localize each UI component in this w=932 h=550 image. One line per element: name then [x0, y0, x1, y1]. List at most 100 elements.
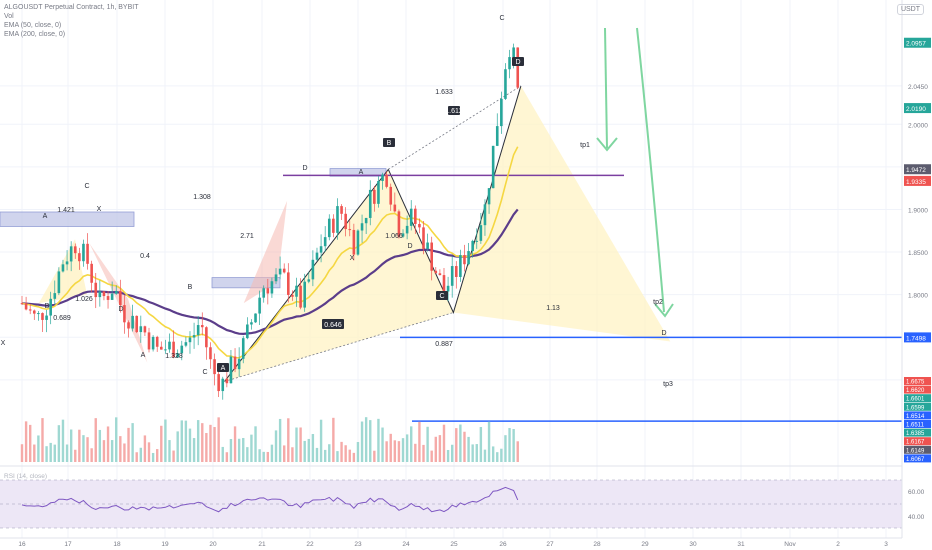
- candle-body: [168, 341, 171, 350]
- candle-body: [200, 325, 204, 328]
- candle-body: [356, 230, 360, 255]
- volume-bar: [250, 434, 253, 462]
- candle-body: [336, 206, 339, 233]
- volume-bar: [106, 426, 110, 462]
- candle-body: [487, 188, 491, 205]
- candle-body: [393, 204, 397, 212]
- volume-badge-label: 1.6601: [906, 397, 925, 403]
- price-badge-label: 1.7498: [906, 335, 926, 342]
- point-c-label-bg: [436, 291, 448, 300]
- point-d-label: D: [118, 306, 123, 313]
- candle-body: [258, 297, 261, 314]
- candle-body: [295, 285, 298, 297]
- volume-bar: [184, 420, 188, 462]
- x-tick-label: 30: [689, 541, 697, 548]
- volume-bar: [459, 424, 462, 462]
- volume-bar: [135, 452, 138, 462]
- candle-body: [467, 251, 470, 265]
- price-badge-label: 2.0190: [906, 106, 926, 113]
- candle-body: [180, 345, 184, 354]
- point-b-label-bg: [383, 138, 395, 147]
- volume-bar: [516, 441, 519, 462]
- volume-bar: [283, 445, 286, 462]
- candle-body: [110, 293, 114, 300]
- volume-bar: [127, 427, 130, 462]
- volume-bar: [201, 423, 204, 462]
- volume-bar: [45, 446, 48, 462]
- candle-body: [127, 322, 130, 329]
- volume-bar: [471, 444, 474, 462]
- candle-body: [373, 189, 376, 204]
- volume-bar: [508, 428, 511, 462]
- candle-body: [225, 378, 229, 384]
- volume-bar: [131, 423, 134, 462]
- volume-bar: [20, 444, 24, 462]
- y-tick-label: 2.0000: [908, 122, 928, 129]
- volume-bar: [213, 427, 216, 462]
- candle-body: [90, 263, 93, 283]
- volume-badge: [904, 394, 931, 403]
- x-tick-label: 17: [64, 541, 72, 548]
- volume-bar: [192, 438, 196, 462]
- candle-body: [45, 315, 48, 320]
- candle-body: [303, 281, 306, 308]
- volume-bar: [483, 449, 487, 462]
- volume-bar: [381, 427, 384, 462]
- candle-body: [364, 217, 368, 224]
- volume-bar: [307, 438, 310, 462]
- point-d-label: D: [407, 243, 412, 250]
- volume-bar: [385, 441, 388, 462]
- candle-body: [266, 288, 270, 294]
- candle-body: [143, 326, 147, 333]
- candle-body: [37, 313, 40, 315]
- x-tick-label: 23: [354, 541, 362, 548]
- target-arrow: [636, 27, 665, 313]
- volume-bar: [246, 447, 249, 462]
- x-tick-label: 24: [402, 541, 410, 548]
- currency-badge[interactable]: USDT: [896, 4, 924, 15]
- volume-bar: [504, 435, 507, 462]
- candle-body: [348, 229, 352, 231]
- candle-body: [401, 233, 405, 237]
- volume-bar: [418, 421, 421, 462]
- candle-body: [119, 290, 122, 306]
- vol-legend: Vol: [4, 13, 14, 20]
- volume-bar: [33, 444, 36, 462]
- volume-bar: [176, 431, 179, 462]
- volume-bar: [74, 449, 77, 462]
- candle-body: [20, 303, 24, 305]
- supply-zone: [211, 277, 281, 289]
- x-tick-label: 21: [258, 541, 266, 548]
- candle-body: [442, 275, 446, 292]
- point-d-label: D: [302, 165, 307, 172]
- rsi-line: [21, 486, 519, 513]
- candle-body: [491, 145, 495, 189]
- price-badge: [904, 164, 931, 175]
- volume-bar: [303, 440, 306, 462]
- candle-body: [114, 290, 118, 294]
- volume-bar: [356, 442, 360, 462]
- candle-body: [504, 69, 507, 99]
- candle-body: [229, 356, 233, 384]
- candle-body: [430, 242, 433, 271]
- tp2-label: tp2: [653, 299, 663, 306]
- volume-bar: [237, 438, 241, 462]
- ratio-label-bg: [448, 106, 460, 115]
- rsi-legend: RSI (14, close): [4, 473, 47, 480]
- volume-bar: [295, 427, 298, 462]
- volume-bar: [37, 435, 40, 462]
- volume-bar: [172, 450, 175, 462]
- volume-bar: [180, 420, 183, 462]
- volume-bar: [209, 424, 212, 462]
- candle-body: [172, 341, 175, 358]
- candle-body: [282, 268, 286, 273]
- volume-bar: [102, 440, 106, 462]
- candle-body: [262, 288, 266, 298]
- candle-body: [463, 255, 466, 265]
- candle-body: [102, 291, 106, 297]
- volume-bar: [188, 428, 192, 462]
- point-c-label: C: [84, 183, 89, 190]
- volume-bar: [254, 426, 257, 462]
- point-b-label: B: [188, 284, 193, 291]
